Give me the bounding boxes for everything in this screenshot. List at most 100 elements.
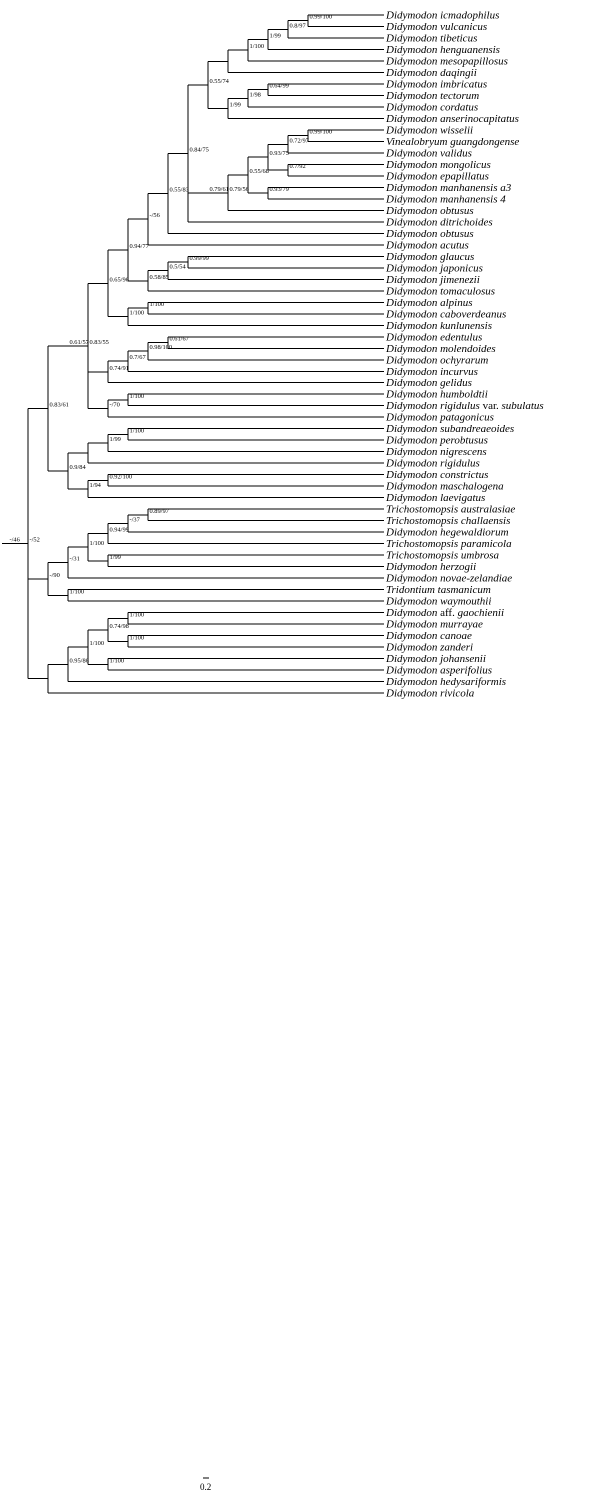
support-value: 0.93/79 [270, 186, 289, 193]
support-value: 0.95/86 [70, 657, 89, 664]
support-value: 1/99 [110, 436, 121, 443]
support-value: 0.61/67 [170, 336, 190, 343]
support-value: 0.74/98 [110, 623, 129, 630]
taxon-label: Didymodon cordatus [385, 101, 478, 113]
taxon-label: Didymodon murrayae [385, 619, 483, 631]
taxon-label: Didymodon wisselii [385, 124, 473, 136]
taxon-label: Trichostomopsis australasiae [386, 504, 515, 516]
taxon-label: Didymodon gelidus [385, 377, 472, 389]
taxon-label: Didymodon icmadophilus [385, 10, 499, 22]
taxon-label: Didymodon laevigatus [385, 492, 485, 504]
taxon-label: Didymodon tomaculosus [385, 285, 495, 297]
taxon-label: Didymodon patagonicus [385, 412, 494, 424]
support-value: 0.92/100 [110, 473, 133, 480]
support-value: -/37 [130, 517, 141, 524]
support-value: 0.94/77 [130, 243, 150, 250]
taxon-label: Trichostomopsis paramicola [386, 538, 512, 550]
support-value: 1/98 [250, 91, 261, 98]
support-value: 1/99 [270, 32, 281, 39]
taxon-label: Didymodon rivicola [385, 688, 475, 700]
taxon-label: Trichostomopsis umbrosa [386, 550, 499, 562]
taxon-label: Didymodon waymouthii [385, 596, 491, 608]
support-value: -/90 [50, 572, 60, 579]
taxon-label: Didymodon ditrichoides [385, 216, 493, 228]
taxon-label: Vinealobryum guangdongense [386, 136, 519, 148]
taxon-label: Didymodon glaucus [385, 251, 474, 263]
support-value: 1/100 [130, 634, 145, 641]
support-value: 1/100 [110, 657, 125, 664]
taxon-label: Didymodon imbricatus [385, 78, 487, 90]
support-value: 0.89/97 [150, 508, 170, 515]
taxon-label: Didymodon manhanensis a3 [385, 182, 512, 194]
support-values: 0.99/1000.8/971/991/1000.64/991/981/990.… [10, 14, 333, 665]
taxon-label: Didymodon herzogii [385, 561, 476, 573]
support-value: 0.99/100 [310, 14, 333, 21]
support-value: 1/100 [130, 427, 145, 434]
taxon-label: Didymodon edentulus [385, 331, 482, 343]
support-value: 1/100 [90, 540, 105, 547]
taxon-label: Didymodon humboldtii [385, 389, 488, 401]
taxon-label: Didymodon validus [385, 147, 472, 159]
taxon-label: Didymodon maschalogena [385, 481, 504, 493]
taxon-label: Didymodon incurvus [385, 366, 478, 378]
support-value: -/70 [110, 402, 120, 409]
support-value: 0.99/99 [190, 255, 209, 262]
taxon-label: Didymodon tibeticus [385, 32, 477, 44]
taxon-label: Didymodon constrictus [385, 469, 488, 481]
taxon-label: Didymodon zanderi [385, 642, 473, 654]
support-value: 1/94 [90, 482, 102, 489]
taxon-label: Didymodon jimenezii [385, 274, 480, 286]
support-value: 0.7/92 [290, 163, 306, 170]
taxon-label: Didymodon novae-zelandiae [385, 573, 512, 585]
support-value: 0.74/91 [110, 365, 129, 372]
support-value: 1/100 [130, 611, 145, 618]
taxon-label: Didymodon manhanensis 4 [385, 193, 506, 205]
support-value: 0.98/100 [150, 344, 173, 351]
taxon-label: Didymodon mongolicus [385, 159, 491, 171]
taxon-label: Didymodon mesopapillosus [385, 55, 508, 67]
support-value: 0.94/99 [110, 527, 129, 534]
support-value: 0.7/67 [130, 354, 147, 361]
taxon-label: Didymodon molendoides [385, 343, 496, 355]
taxon-label: Didymodon henguanensis [385, 44, 500, 56]
support-value: 1/100 [250, 43, 265, 50]
support-value: 1/100 [70, 588, 85, 595]
support-value: 1/99 [230, 101, 241, 108]
support-value: 1/100 [130, 393, 145, 400]
support-value: 0.55/83 [170, 186, 189, 193]
support-value: 0.9/84 [70, 464, 87, 471]
taxon-label: Didymodon tectorum [385, 90, 479, 102]
taxon-label: Didymodon johansenii [385, 653, 486, 665]
support-value: 0.79/61 [210, 186, 229, 193]
taxon-label: Didymodon nigrescens [385, 446, 487, 458]
taxon-label: Trichostomopsis challaensis [386, 515, 510, 527]
support-value: 0.55/68 [250, 168, 269, 175]
scale-bar: 0.2 [200, 1477, 211, 1492]
taxon-label: Tridontium tasmanicum [386, 584, 491, 596]
support-value: 0.83/55 [90, 339, 109, 346]
support-value: 0.8/97 [290, 22, 307, 29]
support-value: 0.83/61 [50, 402, 69, 409]
support-value: 0.84/75 [190, 146, 209, 153]
taxon-label: Didymodon alpinus [385, 297, 472, 309]
support-value: 0.79/56 [230, 186, 249, 193]
taxon-label: Didymodon kunlunensis [385, 320, 492, 332]
support-value: -/31 [70, 556, 80, 563]
support-value: 0.64/99 [270, 83, 289, 90]
taxon-label: Didymodon anserinocapitatus [385, 113, 519, 125]
taxon-label: Didymodon vulcanicus [385, 21, 487, 33]
taxon-label: Didymodon aff. gaochienii [385, 607, 504, 619]
support-value: 1/99 [110, 554, 121, 561]
taxon-label: Didymodon hegewaldiorum [385, 527, 509, 539]
support-value: 0.99/100 [310, 129, 333, 136]
taxon-label: Didymodon subandreaeoides [385, 423, 514, 435]
support-value: -/56 [150, 212, 160, 219]
taxon-label: Didymodon hedysariformis [385, 676, 506, 688]
taxon-label: Didymodon obtusus [385, 205, 474, 217]
taxon-label: Didymodon rigidulus var. subulatus [385, 400, 544, 412]
support-value: 0.61/57 [70, 339, 90, 346]
taxon-label: Didymodon acutus [385, 239, 469, 251]
support-value: -/46 [10, 537, 20, 544]
